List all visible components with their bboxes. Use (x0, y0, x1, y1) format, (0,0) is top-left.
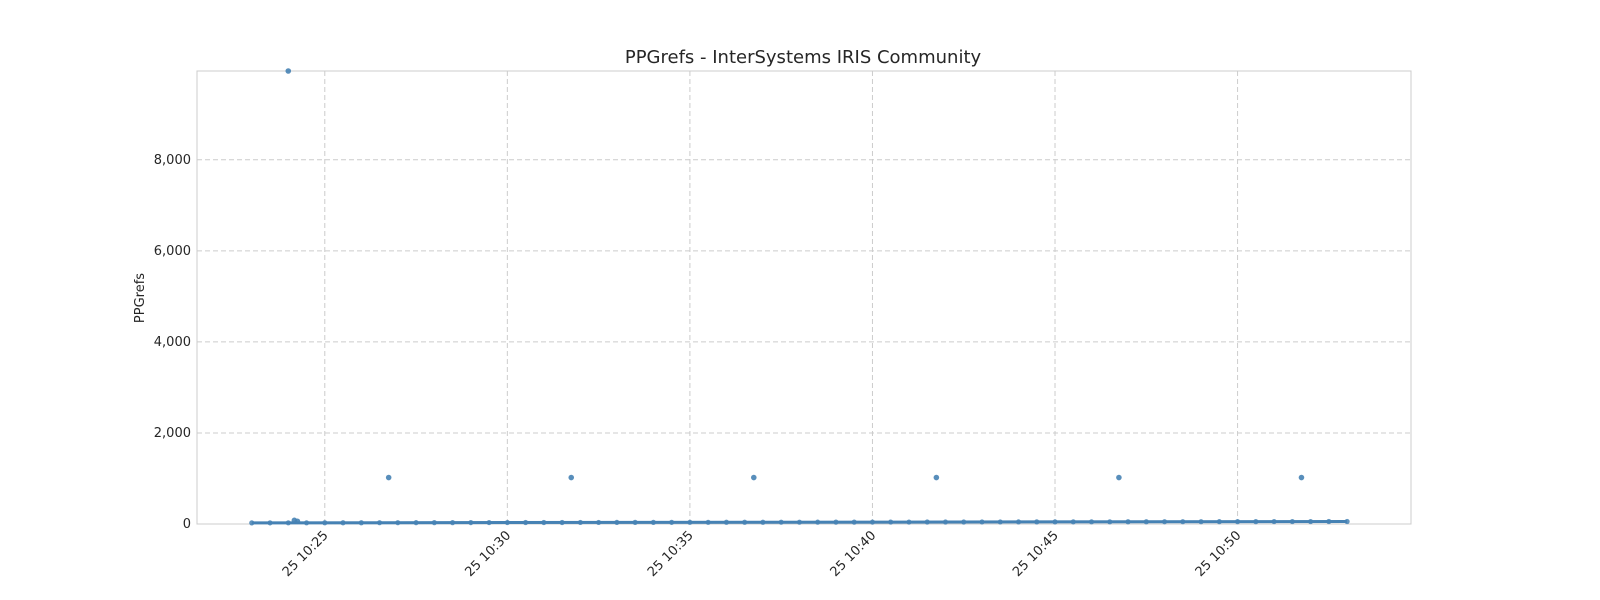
chart-title: PPGrefs - InterSystems IRIS Community (625, 47, 982, 68)
y-tick-label: 0 (183, 517, 191, 532)
x-tick-label: 25 10:40 (828, 528, 880, 580)
x-tick-label: 25 10:25 (280, 528, 332, 580)
x-tick-label: 25 10:45 (1010, 528, 1062, 580)
y-axis-label: PPGrefs (133, 273, 148, 323)
plot-frame (196, 70, 1412, 525)
grid-lines (197, 71, 1411, 524)
x-tick-label: 25 10:35 (645, 528, 697, 580)
y-tick-label: 4,000 (154, 335, 191, 350)
y-axis-ticks: 0 2,000 4,000 6,000 8,000 (154, 153, 191, 532)
y-tick-label: 2,000 (154, 426, 191, 441)
baseline-points (249, 518, 1350, 526)
data-points (285, 68, 1305, 525)
data-point (1298, 474, 1305, 481)
data-point (285, 68, 292, 74)
x-tick-label: 25 10:30 (462, 528, 514, 580)
y-tick-label: 6,000 (154, 244, 191, 259)
data-point (933, 474, 940, 481)
data-point (568, 474, 575, 481)
data-point (750, 474, 757, 481)
x-axis-ticks: 25 10:25 25 10:30 25 10:35 25 10:40 25 10:45… (280, 528, 1245, 580)
x-tick-label: 25 10:50 (1193, 528, 1245, 580)
data-point (385, 474, 392, 481)
y-tick-label: 8,000 (154, 153, 191, 168)
data-point (294, 518, 301, 525)
baseline-line (251, 519, 1348, 525)
data-point (1116, 474, 1122, 481)
